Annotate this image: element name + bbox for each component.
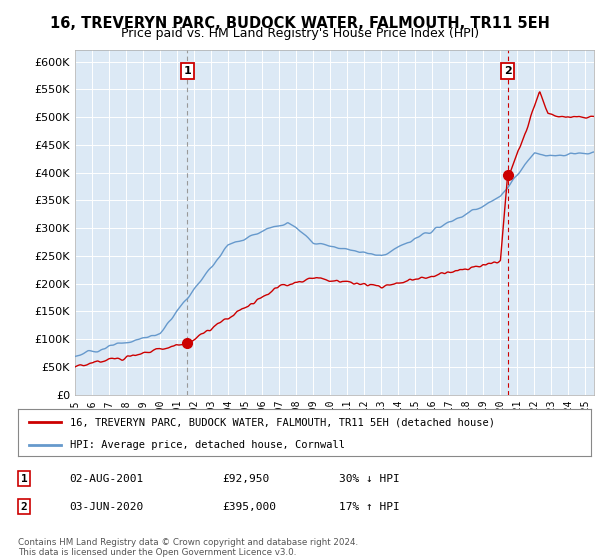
Text: 16, TREVERYN PARC, BUDOCK WATER, FALMOUTH, TR11 5EH: 16, TREVERYN PARC, BUDOCK WATER, FALMOUT…	[50, 16, 550, 31]
Text: £395,000: £395,000	[222, 502, 276, 512]
Text: 2: 2	[503, 66, 511, 76]
Text: Price paid vs. HM Land Registry's House Price Index (HPI): Price paid vs. HM Land Registry's House …	[121, 27, 479, 40]
Text: Contains HM Land Registry data © Crown copyright and database right 2024.
This d: Contains HM Land Registry data © Crown c…	[18, 538, 358, 557]
Text: £92,950: £92,950	[222, 474, 269, 484]
Text: 1: 1	[184, 66, 191, 76]
Text: 2: 2	[20, 502, 28, 512]
Text: 02-AUG-2001: 02-AUG-2001	[69, 474, 143, 484]
Text: 17% ↑ HPI: 17% ↑ HPI	[339, 502, 400, 512]
Text: 16, TREVERYN PARC, BUDOCK WATER, FALMOUTH, TR11 5EH (detached house): 16, TREVERYN PARC, BUDOCK WATER, FALMOUT…	[70, 417, 494, 427]
Text: 1: 1	[20, 474, 28, 484]
Text: HPI: Average price, detached house, Cornwall: HPI: Average price, detached house, Corn…	[70, 440, 344, 450]
Text: 03-JUN-2020: 03-JUN-2020	[69, 502, 143, 512]
Text: 30% ↓ HPI: 30% ↓ HPI	[339, 474, 400, 484]
